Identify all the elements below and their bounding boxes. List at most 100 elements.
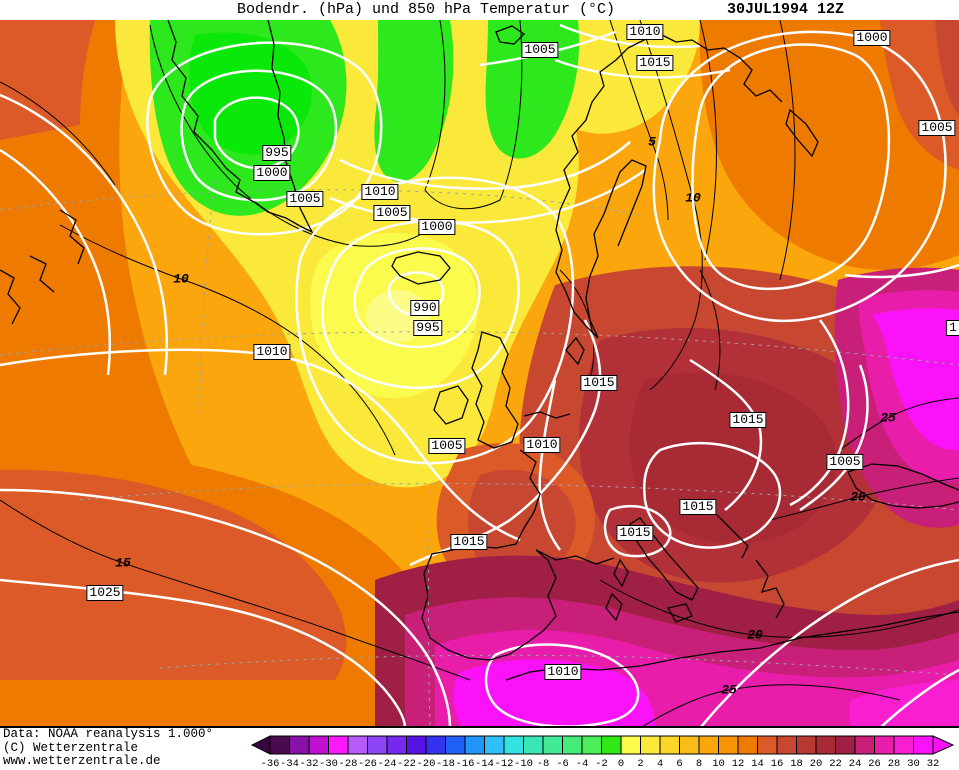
- coastline-path: [0, 269, 21, 325]
- isobar-path: [689, 358, 763, 511]
- coastline-path: [535, 549, 615, 565]
- coastline-path: [471, 331, 519, 449]
- pressure-label: 1015: [636, 55, 674, 71]
- graticule-path: [159, 654, 959, 676]
- pressure-label: 1010: [523, 437, 561, 453]
- colorbar-segment: [815, 735, 836, 755]
- colorbar-segment: [913, 735, 934, 755]
- colorbar-tick-label: -34: [280, 758, 299, 770]
- colorbar-segment: [601, 735, 622, 755]
- colorbar-segment: [757, 735, 778, 755]
- colorbar-segment: [542, 735, 563, 755]
- temp-contour-path: [839, 397, 959, 451]
- temp-contour-path: [0, 499, 471, 681]
- isobar-path: [844, 263, 959, 279]
- colorbar-segment: [503, 735, 524, 755]
- colorbar-tick-label: 26: [868, 758, 881, 770]
- graticule-path: [0, 331, 959, 366]
- colorbar-segment: [737, 735, 758, 755]
- colorbar-segment: [562, 735, 583, 755]
- colorbar-arrow-left: [250, 735, 271, 755]
- pressure-label: 1010: [544, 664, 582, 680]
- map-labels-layer: 995 1000 1005 1010 1005 1000 1005 1010 1015 1000 1…: [0, 20, 959, 726]
- temperature-colorbar: -36 -34 -32 -30 -28 -26 -24 -22 -20 -18 -16 -14 -12-…: [250, 735, 955, 770]
- coastline-path: [565, 336, 585, 366]
- colorbar-tick-label: 18: [790, 758, 803, 770]
- region-fill: [850, 680, 959, 726]
- colorbar-tick-label: -18: [436, 758, 455, 770]
- colorbar-tick-label: -36: [261, 758, 280, 770]
- colorbar-segment: [367, 735, 388, 755]
- colorbar-segment: [893, 735, 914, 755]
- colorbar-segment: [854, 735, 875, 755]
- temp-contour-path: [424, 20, 523, 210]
- colorbar-tick-label: 10: [712, 758, 725, 770]
- colorbar-segment: [874, 735, 895, 755]
- coastline-path: [421, 449, 557, 661]
- colorbar-segment: [835, 735, 856, 755]
- colorbar-segment: [581, 735, 602, 755]
- region-fill: [374, 20, 454, 182]
- coastline-path: [29, 255, 55, 293]
- pressure-label: 1015: [450, 534, 488, 550]
- colorbar-segment: [308, 735, 329, 755]
- coastline-path: [167, 20, 314, 234]
- pressure-label: 1010: [253, 344, 291, 360]
- isobar-path: [789, 319, 850, 507]
- colorbar-tick-label: -28: [339, 758, 358, 770]
- colorbar-tick-label: -30: [319, 758, 338, 770]
- graticule-path: [428, 489, 431, 726]
- colorbar-segment: [386, 735, 407, 755]
- colorbar-tick-label: -22: [397, 758, 416, 770]
- colorbar-tick-label: 30: [907, 758, 920, 770]
- temp-contour-path: [642, 684, 901, 726]
- isobar-path: [180, 69, 338, 202]
- colorbar-tick-label: -20: [417, 758, 436, 770]
- isobar-path: [691, 43, 891, 291]
- isobar-path: [643, 441, 782, 549]
- pressure-label: 1005: [286, 191, 324, 207]
- colorbar-tick-label: 14: [751, 758, 764, 770]
- pressure-label: 1000: [853, 30, 891, 46]
- coastline-path: [555, 159, 647, 339]
- isobar-path: [484, 643, 640, 726]
- colorbar-tick-label: -12: [495, 758, 514, 770]
- isobar-path: [0, 578, 407, 726]
- temp-contour-path: [769, 477, 959, 521]
- isobar-path: [880, 668, 959, 726]
- region-fill: [0, 20, 95, 140]
- temp-contour-path: [609, 20, 669, 221]
- temp-contour-path: [699, 20, 717, 261]
- colorbar-segment: [523, 735, 544, 755]
- colorbar-segment: [464, 735, 485, 755]
- graticule-path: [199, 179, 216, 421]
- colorbar-segment: [347, 735, 368, 755]
- colorbar-tick-label: -26: [358, 758, 377, 770]
- weather-map: 995 1000 1005 1010 1005 1000 1005 1010 1015 1000 1…: [0, 20, 959, 728]
- colorbar-tick-label: 22: [829, 758, 842, 770]
- attribution-copyright: (C) Wetterzentrale: [3, 740, 139, 755]
- colorbar-segment: [269, 735, 290, 755]
- colorbar-tick-label: 20: [810, 758, 823, 770]
- isobar-path: [0, 348, 521, 542]
- isobar-path: [554, 58, 731, 79]
- colorbar-segment: [289, 735, 310, 755]
- isobar-path: [538, 379, 562, 551]
- isobar-path: [603, 504, 672, 558]
- colorbar-segment: [445, 735, 466, 755]
- coastline-path: [847, 463, 959, 491]
- coastline-path: [59, 209, 85, 265]
- colorbar-segment: [679, 735, 700, 755]
- pressure-label: 1005: [826, 454, 864, 470]
- colorbar-tick-label: -24: [378, 758, 397, 770]
- colorbar-segment: [698, 735, 719, 755]
- colorbar-segment: [328, 735, 349, 755]
- isobar-path: [353, 247, 481, 349]
- footer: Data: NOAA reanalysis 1.000° (C) Wetterz…: [0, 727, 959, 770]
- pressure-label: 1005: [428, 438, 466, 454]
- pressure-label: 1015: [729, 412, 767, 428]
- isobar-path: [700, 558, 959, 726]
- pressure-label: 995: [262, 145, 292, 161]
- graticule: [0, 179, 959, 726]
- pressure-label: 1015: [679, 499, 717, 515]
